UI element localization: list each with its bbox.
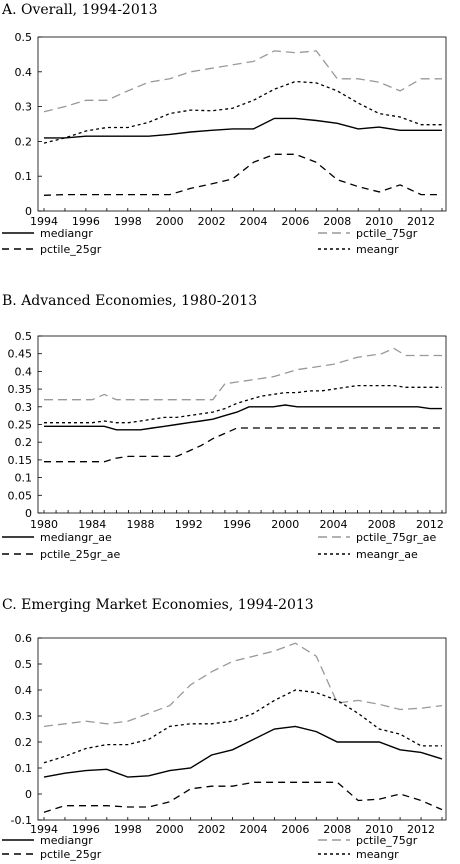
y-tick-label: 0.5 — [15, 31, 33, 44]
y-tick-label: 0.45 — [8, 348, 33, 361]
legend-label: pctile_25gr — [40, 243, 102, 256]
plot-frame — [37, 637, 447, 821]
x-tick-label: 2006 — [281, 215, 309, 228]
legend-label: pctile_25gr — [40, 848, 102, 861]
legend-label: mediangr — [40, 227, 93, 240]
y-tick-label: 0.3 — [15, 401, 33, 414]
series-line-pctile-25gr — [43, 153, 442, 196]
y-tick-label: 0.35 — [8, 383, 33, 396]
legend-label: mediangr — [40, 834, 93, 847]
chart-panel-1: A. Overall, 1994-2013 0 0.1 0.2 0.3 0.4 0.5 199… — [1, 2, 447, 256]
x-tick-label: 1996 — [223, 518, 251, 531]
y-tick-label: 0.5 — [15, 658, 33, 671]
chart-title: B. Advanced Economies, 1980-2013 — [2, 293, 257, 309]
x-tick-label: 2000 — [271, 518, 299, 531]
x-tick-label: 1988 — [126, 518, 154, 531]
series-line-mediangr — [44, 117, 442, 139]
series-line-mediangr — [43, 725, 443, 778]
y-tick-label: 0.05 — [8, 489, 33, 502]
x-tick-label: 1998 — [114, 215, 142, 228]
x-tick-label: 1984 — [78, 518, 106, 531]
series-line-pctile-75gr — [43, 50, 442, 113]
y-tick-label: 0.25 — [8, 419, 33, 432]
x-tick-label: 1996 — [72, 215, 100, 228]
plot-frame — [37, 335, 447, 514]
legend-label: meangr_ae — [356, 548, 418, 561]
y-tick-label: 0.2 — [15, 135, 33, 148]
chart-title: A. Overall, 1994-2013 — [1, 2, 158, 18]
y-tick-label: 0.4 — [15, 684, 33, 697]
x-tick-label: 2002 — [198, 823, 226, 836]
x-tick-label: 1980 — [30, 518, 58, 531]
series-line-pctile-75gr — [43, 642, 443, 728]
x-tick-label: 2008 — [323, 215, 351, 228]
legend-label: meangr — [356, 243, 399, 256]
series-line-meangr — [43, 689, 442, 764]
x-tick-label: 2010 — [365, 215, 393, 228]
y-tick-label: 0.3 — [15, 101, 33, 114]
legend-label: pctile_75gr_ae — [356, 531, 436, 544]
legend-label: pctile_75gr — [356, 834, 418, 847]
y-tick-label: 0.4 — [15, 66, 33, 79]
x-tick-label: 1998 — [114, 823, 142, 836]
x-tick-label: 2006 — [281, 823, 309, 836]
series-line-pctile-25gr-ae — [44, 427, 442, 463]
y-tick-label: 0.1 — [15, 762, 33, 775]
chart-panel-3: C. Emerging Market Economies, 1994-2013 -… — [2, 597, 447, 861]
y-tick-label: 0.2 — [15, 736, 33, 749]
legend-label: meangr — [356, 848, 399, 861]
legend-label: mediangr_ae — [40, 531, 112, 544]
plot-frame — [37, 36, 447, 212]
x-tick-label: 2012 — [407, 215, 435, 228]
x-tick-label: 1994 — [30, 823, 58, 836]
legend-label: pctile_25gr_ae — [40, 548, 120, 561]
series-line-meangr-ae — [44, 384, 442, 424]
x-tick-label: 2000 — [156, 823, 184, 836]
x-tick-label: 2012 — [407, 823, 435, 836]
chart-title: C. Emerging Market Economies, 1994-2013 — [2, 597, 314, 613]
x-tick-label: 2004 — [239, 215, 267, 228]
series-line-mediangr-ae — [44, 404, 442, 431]
y-tick-label: 0.3 — [15, 710, 33, 723]
y-tick-label: 0.5 — [15, 330, 33, 343]
x-tick-label: 1992 — [175, 518, 203, 531]
x-tick-label: 2008 — [368, 518, 396, 531]
y-tick-label: 0.1 — [15, 472, 33, 485]
y-tick-label: 0.2 — [15, 436, 33, 449]
x-tick-label: 2004 — [319, 518, 347, 531]
x-tick-label: 2012 — [416, 518, 444, 531]
y-tick-label: 0.15 — [8, 454, 33, 467]
x-tick-label: 1996 — [72, 823, 100, 836]
y-tick-label: 0 — [25, 788, 32, 801]
x-tick-label: 2004 — [239, 823, 267, 836]
y-tick-label: 0.1 — [15, 170, 33, 183]
chart-panel-2: B. Advanced Economies, 1980-2013 0 0.05 0.1… — [2, 293, 447, 561]
legend-label: pctile_75gr — [356, 227, 418, 240]
x-tick-label: 2010 — [365, 823, 393, 836]
y-tick-label: 0.6 — [15, 632, 33, 645]
series-line-meangr — [43, 80, 442, 144]
y-tick-label: -0.1 — [11, 814, 32, 827]
y-tick-label: 0.4 — [15, 365, 33, 378]
x-tick-label: 2008 — [323, 823, 351, 836]
y-tick-label: 0 — [25, 507, 32, 520]
x-tick-label: 2000 — [156, 215, 184, 228]
series-line-pctile-25gr — [43, 781, 443, 813]
x-tick-label: 2002 — [198, 215, 226, 228]
series-line-pctile-75gr-ae — [44, 347, 442, 401]
x-tick-label: 1994 — [30, 215, 58, 228]
y-tick-label: 0 — [25, 205, 32, 218]
